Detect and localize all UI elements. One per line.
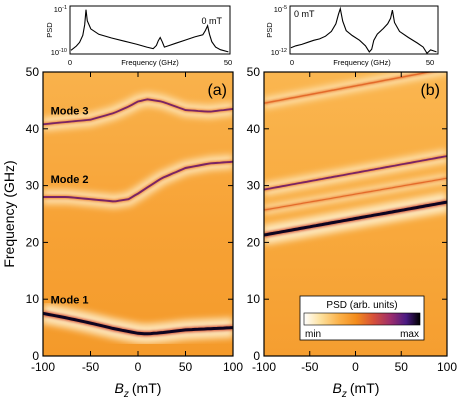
- colorbar-gradient: [303, 312, 421, 326]
- inset-b-frame: [289, 5, 439, 55]
- inset-a-xlabel: Frequency (GHz): [121, 58, 179, 67]
- panel-a-ytick-label: 40: [26, 122, 40, 136]
- panel-b-ytick-label: 20: [247, 235, 261, 249]
- panel-a-ylabel: Frequency (GHz): [1, 160, 17, 267]
- colorbar: PSD (arb. units) min max: [299, 295, 425, 341]
- panel-b-label: (b): [420, 82, 440, 99]
- inset-a-xtick-0: 0: [68, 58, 72, 67]
- inset-b-xtick-0: 0: [290, 58, 294, 67]
- panel-b-mode-2-line: [264, 155, 447, 191]
- mode-1-label: Mode 1: [51, 295, 89, 307]
- panel-b-xlabel-subscript: z: [341, 389, 347, 400]
- panel-a-xtick-label: 50: [179, 360, 193, 374]
- panel-a-ticks: -100 -50 0 50 100 0 10 20 30 40 50: [26, 65, 244, 374]
- panel-a-ytick-label: 30: [26, 179, 40, 193]
- panel-b-ytick-label: 50: [247, 65, 261, 79]
- panel-a-mode-2-line: [43, 160, 233, 203]
- panel-a-xlabel: Bz (mT): [115, 380, 162, 400]
- panel-a-xlabel-unit: (mT): [132, 380, 162, 396]
- inset-b-xlabel: Frequency (GHz): [333, 58, 391, 67]
- panel-b-ytick-label: 0: [253, 349, 260, 363]
- panel-a-ytick-label: 50: [26, 65, 40, 79]
- panel-b-mode-4-line: [264, 72, 433, 104]
- inset-a-psd-line: [70, 9, 229, 53]
- panel-a-xtick-label: -100: [31, 360, 55, 374]
- panel-b-ytick-label: 10: [247, 292, 261, 306]
- inset-b-psd-line: [290, 6, 437, 55]
- panel-a-label: (a): [207, 82, 227, 99]
- panel-b-xtick-label: -100: [252, 360, 276, 374]
- panel-a-xlabel-subscript: z: [123, 389, 129, 400]
- inset-b: 0 mT Frequency (GHz) PSD 0 50 10-5 10-12: [265, 5, 439, 67]
- panel-a-ytick-label: 0: [32, 349, 39, 363]
- inset-a-curve-group: [70, 9, 229, 53]
- mode-2-label: Mode 2: [51, 174, 89, 186]
- inset-b-curve-group: [290, 6, 437, 55]
- panel-b: -100 -50 0 50 100 0 10 20 30 40 50 (b) Bz (mT) PSD …: [247, 65, 458, 400]
- inset-b-annotation: 0 mT: [294, 9, 315, 19]
- inset-b-ytick-top: 10-5: [274, 5, 287, 14]
- panel-b-xlabel-unit: (mT): [350, 380, 380, 396]
- mode-3-label: Mode 3: [51, 106, 89, 118]
- panel-b-ticks: -100 -50 0 50 100 0 10 20 30 40 50: [247, 65, 458, 374]
- panel-b-xtick-label: 0: [352, 360, 359, 374]
- panel-b-ytick-label: 40: [247, 122, 261, 136]
- inset-b-xtick-50: 50: [426, 58, 434, 67]
- panel-a-xtick-label: 100: [223, 360, 243, 374]
- panel-b-xtick-label: 50: [395, 360, 409, 374]
- panel-b-mode-3-line: [264, 177, 447, 211]
- panel-b-ytick-label: 30: [247, 179, 261, 193]
- panel-a-mode-1-line: [43, 311, 233, 336]
- colorbar-title: PSD (arb. units): [326, 300, 397, 311]
- panel-b-xtick-label: 100: [437, 360, 457, 374]
- panel-b-xlabel: Bz (mT): [333, 380, 380, 400]
- inset-a-xtick-50: 50: [224, 58, 232, 67]
- inset-a-ytick-bottom: 10-10: [51, 48, 67, 57]
- inset-a-annotation: 0 mT: [201, 16, 222, 26]
- inset-b-ytick-bottom: 10-12: [271, 48, 287, 57]
- panel-b-modes: [264, 72, 447, 245]
- panel-b-mode-1-line: [264, 200, 447, 237]
- colorbar-min-label: min: [305, 329, 321, 340]
- panel-a-mode-3-line: [43, 98, 233, 126]
- panel-a-modes: [43, 92, 233, 344]
- panel-a-ytick-label: 10: [26, 292, 40, 306]
- panel-b-xlabel-symbol: B: [333, 380, 342, 396]
- panel-b-xtick-label: -50: [301, 360, 319, 374]
- inset-a-ytick-top: 10-1: [54, 5, 67, 14]
- panel-a-xlabel-symbol: B: [115, 380, 124, 396]
- colorbar-max-label: max: [400, 329, 419, 340]
- inset-a-ylabel: PSD: [45, 22, 54, 38]
- inset-a-frame: [69, 5, 231, 55]
- panel-a-xtick-label: 0: [135, 360, 142, 374]
- inset-a: 0 mT Frequency (GHz) PSD 0 50 10-1 10-10: [45, 5, 232, 67]
- panel-a: -100 -50 0 50 100 0 10 20 30 40 50 (a) Mode 3 Mode…: [1, 65, 243, 400]
- panel-a-xtick-label: -50: [82, 360, 100, 374]
- panel-a-ytick-label: 20: [26, 235, 40, 249]
- inset-b-ylabel: PSD: [265, 22, 274, 38]
